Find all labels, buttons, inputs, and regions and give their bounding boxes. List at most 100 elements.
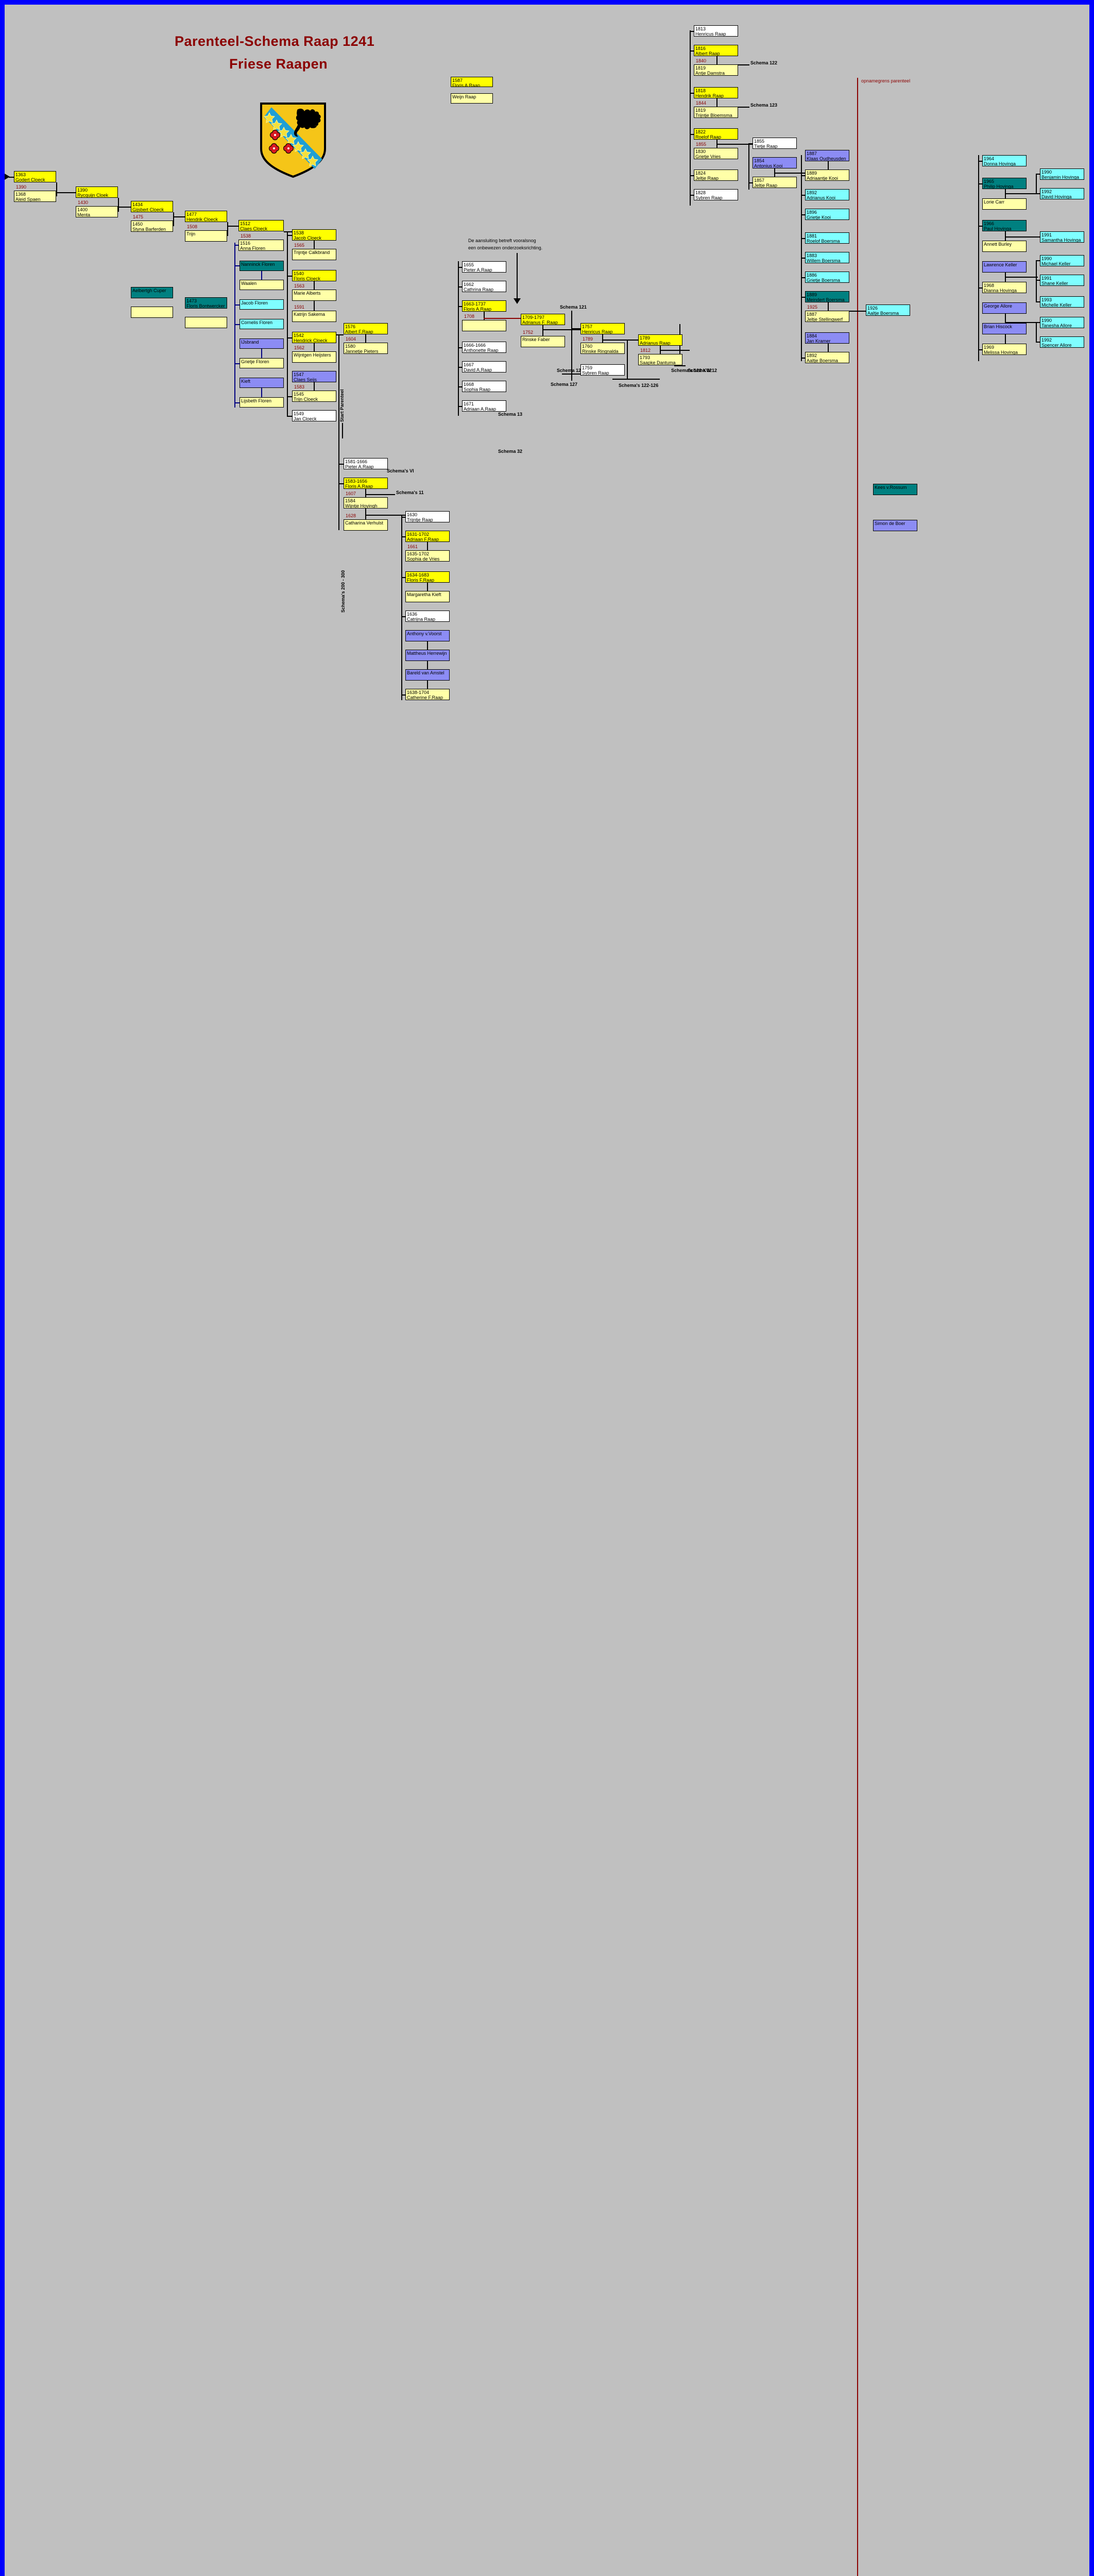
person-box[interactable]: 1813 Henricus Raap [694,25,738,37]
person-box[interactable]: 1793 Saapke Dantuma [638,354,682,365]
person-box[interactable]: Bareld van Amstel [405,669,450,681]
person-box[interactable]: 1655 Pieter A.Raap [462,261,506,273]
person-box[interactable]: Simon de Boer [873,520,917,531]
person-box[interactable]: Catharina Verhulst [344,519,388,531]
person-box[interactable]: 1584 Wijntje Hoyingh [344,497,388,509]
person-box[interactable]: 1965 Philip Hovinga [982,178,1027,189]
person-box[interactable]: 1473 Floris Bontwercker [185,297,227,309]
person-box[interactable]: 1857 Jeltje Raap [753,177,797,188]
person-box[interactable] [185,317,227,328]
person-box[interactable]: 1990 Tanesha Allore [1040,317,1084,328]
person-box[interactable]: 1822 Roelof Raap [694,128,738,140]
person-box[interactable]: Trijn [185,230,227,242]
person-box[interactable]: Jacob Floren [240,299,284,310]
person-box[interactable]: 1886 Grietje Boersma [805,272,849,283]
person-box[interactable]: Annett Burley [982,241,1027,252]
person-box[interactable]: 1638-1704 Catherine F.Raap [405,689,450,700]
person-box[interactable]: Margaretha Kieft [405,591,450,602]
person-box[interactable]: 1636 Catrijna Raap [405,611,450,622]
person-box[interactable]: 1667 David A.Raap [462,361,506,372]
person-box[interactable]: 1662 Cathrina Raap [462,281,506,292]
person-box[interactable]: 1816 Albert Raap [694,45,738,56]
person-box[interactable]: 1512 Claes Cloeck [238,220,284,231]
person-box[interactable]: Grietje Floren [240,358,284,368]
person-box[interactable]: 1580 Jannetje Pieters [344,343,388,354]
person-box[interactable]: Nanninck Floren [240,261,284,271]
person-box[interactable]: 1668 Sophia Raap [462,381,506,392]
person-box[interactable]: 1883 Willem Boersma [805,252,849,263]
person-box[interactable]: Marie Alberts [292,290,336,301]
person-box[interactable]: 1635-1702 Sophia de Vries [405,550,450,562]
person-box[interactable]: 1892 Aaltje Boersma [805,352,849,363]
person-box[interactable]: 1889 Meindert Boersma [805,291,849,302]
person-box[interactable]: 1966 Paul Hovinga [982,220,1027,231]
person-box[interactable]: 1990 Michael Keller [1040,255,1084,266]
person-box[interactable]: Rinske Faber [521,336,565,347]
person-box[interactable]: 1992 Spencer Allore [1040,336,1084,348]
person-box[interactable]: 1587 Floris A.Raap [451,77,493,87]
person-box[interactable]: 1634-1683 Floris F.Raap [405,571,450,583]
person-box[interactable]: 1581-1666 Pieter A.Raap [344,458,388,469]
person-box[interactable]: Aelbertgh Cuper [131,287,173,298]
person-box[interactable]: 1760 Rinske Ringnalda [580,343,625,354]
person-box[interactable]: George Allore [982,302,1027,314]
person-box[interactable]: 1368 Aleid Spaen [14,191,56,202]
person-box[interactable]: 1889 Adriaantje Kooi [805,170,849,181]
person-box[interactable] [462,320,506,331]
person-box[interactable]: Katrijn Sakema [292,311,336,322]
person-box[interactable]: 1887 Klaas Oudheusden [805,150,849,161]
person-box[interactable]: 1992 David Hovinga [1040,188,1084,199]
person-box[interactable]: Weijn Raap [451,93,493,104]
person-box[interactable]: Waalen [240,280,284,290]
person-box[interactable]: Lorie Carr [982,198,1027,210]
person-box[interactable]: 1818 Hendrik Raap [694,87,738,98]
person-box[interactable]: 1663-1737 Floris A.Raap [462,300,506,312]
person-box[interactable]: 1671 Adriaan A.Raap [462,400,506,412]
person-box[interactable]: 1631-1702 Adriaan F.Raap [405,531,450,542]
person-box[interactable]: 1630 Trijntje Raap [405,511,450,522]
person-box[interactable]: 1363 Godert Cloeck [14,171,56,182]
person-box[interactable]: 1969 Melissa Hovinga [982,344,1027,355]
person-box[interactable]: 1881 Roelof Boersma [805,232,849,244]
person-box[interactable]: IJsbrand [240,338,284,349]
person-box[interactable]: Anthony v.Voorst [405,630,450,641]
person-box[interactable]: 1854 Antonius Kooi [753,157,797,168]
person-box[interactable]: 1542 Hendrick Cloeck [292,332,336,343]
person-box[interactable]: 1828 Sybren Raap [694,189,738,200]
person-box[interactable]: 1709-1797 Adrianus F. Raap [521,314,565,325]
person-box[interactable]: 1830 Grietje Vries [694,148,738,159]
person-box[interactable]: 1964 Donna Hovinga [982,155,1027,166]
person-box[interactable]: 1477 Hendrik Cloeck [185,211,227,222]
person-box[interactable]: 1538 Jacob Cloeck [292,229,336,241]
person-box[interactable]: 1991 Shane Keller [1040,275,1084,286]
person-box[interactable]: 1390 Rycquijn Cloek [76,187,118,198]
person-box[interactable]: Mattheus Herrewijn [405,650,450,661]
person-box[interactable]: 1759 Sybren Raap [580,364,625,376]
person-box[interactable]: 1993 Michelle Keller [1040,296,1084,308]
person-box[interactable]: Cornelis Floren [240,319,284,329]
person-box[interactable]: 1990 Benjamin Hovinga [1040,168,1084,180]
person-box[interactable]: 1884 Jan Kramer [805,332,849,344]
person-box[interactable]: 1892 Adrianus Kooi [805,189,849,200]
person-box[interactable]: 1896 Grietje Kooi [805,209,849,220]
person-box[interactable]: 1789 Adrianus Raap [638,334,682,346]
person-box[interactable]: 1583-1656 Floris A.Raap [344,478,388,489]
person-box[interactable]: Lijsbeth Floren [240,397,284,408]
person-box[interactable]: 1926 Aaltje Boersma [866,304,910,316]
person-box[interactable]: Kees v.Rossum [873,484,917,495]
person-box[interactable]: 1824 Jeltje Raap [694,170,738,181]
person-box[interactable]: 1545 Trijn Cloeck [292,391,336,402]
person-box[interactable]: 1991 Samantha Hovinga [1040,231,1084,243]
person-box[interactable]: Kieft [240,378,284,388]
person-box[interactable]: Wijntgen Heijsters [292,351,336,363]
person-box[interactable]: 1549 Jan Cloeck [292,410,336,421]
person-box[interactable]: 1819 Trijntje Bloemsma [694,107,738,118]
person-box[interactable]: 1757 Henricus Raap [580,323,625,334]
person-box[interactable]: 1887 Jeltje Stellingwerf [805,311,849,322]
person-box[interactable]: Lawrence Keller [982,261,1027,273]
person-box[interactable]: 1540 Floris Cloeck [292,270,336,281]
person-box[interactable]: 1547 Claes Seijs [292,371,336,382]
person-box[interactable]: 1855 Tietje Raap [753,138,797,149]
person-box[interactable]: Brian Hiscock [982,323,1027,334]
